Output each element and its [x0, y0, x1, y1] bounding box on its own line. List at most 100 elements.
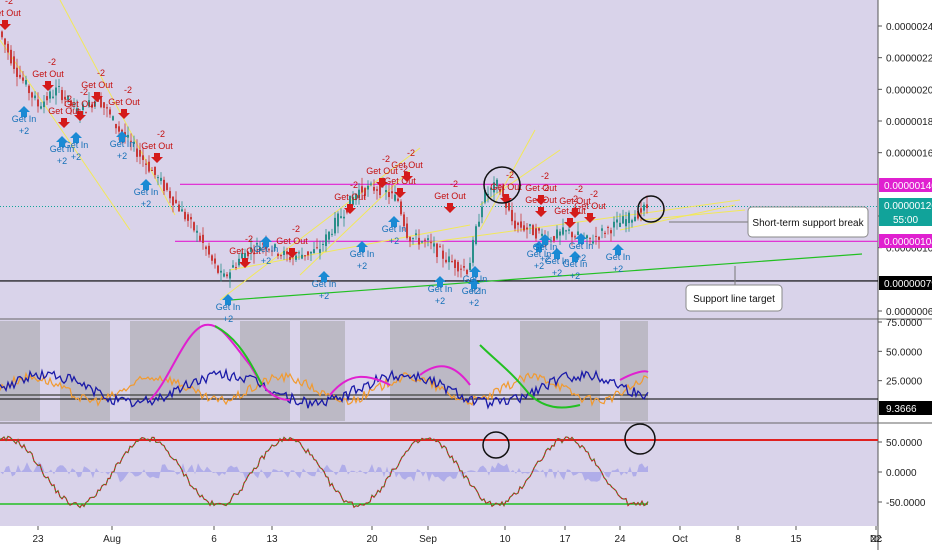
candle-body — [628, 212, 630, 224]
candle-body — [637, 211, 639, 219]
candle-body — [148, 161, 150, 172]
candle-body — [418, 237, 420, 245]
candle-body — [439, 246, 441, 248]
candle-body — [181, 209, 183, 212]
candle-body — [379, 183, 381, 196]
plus-label: +2 — [389, 236, 399, 246]
candle-body — [508, 202, 510, 211]
plus-label: +2 — [117, 151, 127, 161]
minus-label: -2 — [541, 183, 549, 193]
get-out-arrow-icon — [58, 118, 70, 128]
candle-body — [622, 216, 624, 224]
get-out-label: Get Out — [276, 236, 308, 246]
candle-body — [601, 228, 603, 231]
candle-body — [598, 236, 600, 240]
candle-body — [244, 253, 246, 261]
candle-body — [64, 96, 66, 99]
candle-body — [442, 250, 444, 259]
candle-body — [1, 31, 3, 38]
tag-79 — [879, 276, 932, 290]
candle-body — [610, 230, 612, 234]
minus-label: -2 — [590, 189, 598, 199]
get-out-arrow-icon — [569, 208, 581, 218]
candle-body — [556, 229, 558, 239]
candle-body — [175, 199, 177, 203]
candle-body — [385, 189, 387, 193]
tag-126-label: 0.00000126 — [884, 201, 932, 212]
x-tick-label: 15 — [790, 534, 802, 545]
get-in-label: Get In — [569, 241, 594, 251]
trend-line — [639, 209, 746, 221]
price-axis[interactable] — [878, 0, 932, 550]
get-in-label: Get In — [134, 187, 159, 197]
get-out-arrow-icon — [401, 172, 413, 182]
candle-body — [409, 237, 411, 242]
candle-body — [199, 235, 201, 241]
candle-body — [247, 251, 249, 257]
minus-label: -2 — [570, 194, 578, 204]
get-in-label: Get In — [64, 140, 89, 150]
candle-body — [67, 95, 69, 100]
candle-body — [460, 268, 462, 270]
get-out-label: Get Out — [525, 183, 557, 193]
plus-label: +2 — [57, 156, 67, 166]
candle-body — [595, 235, 597, 237]
candle-body — [229, 272, 231, 279]
candle-body — [13, 56, 15, 69]
x-tick-label: 22 — [870, 534, 882, 545]
plus-label: +2 — [576, 253, 586, 263]
highlight-circle — [624, 423, 656, 455]
oscillator-panel-1[interactable] — [0, 320, 878, 422]
candle-body — [532, 225, 534, 236]
candle-body — [34, 95, 36, 99]
candle-body — [445, 259, 447, 263]
get-in-arrow-icon — [356, 241, 368, 252]
candle-body — [325, 234, 327, 247]
candle-body — [271, 250, 273, 252]
candle-body — [472, 239, 474, 263]
candle-body — [490, 187, 492, 190]
candle-body — [427, 238, 429, 240]
callout-box-support-break — [747, 206, 869, 238]
shade-band — [390, 321, 470, 421]
candle-body — [613, 221, 615, 228]
get-out-label: Get Out — [64, 99, 96, 109]
candle-body — [223, 273, 225, 277]
candle-body — [643, 204, 645, 211]
candle-body — [280, 255, 282, 257]
candle-body — [43, 101, 45, 108]
time-axis[interactable] — [0, 526, 878, 550]
minus-label: -2 — [350, 180, 358, 190]
candle-body — [571, 232, 573, 238]
price-panel[interactable] — [0, 0, 878, 318]
get-in-arrow-icon — [260, 236, 272, 247]
candle-body — [310, 251, 312, 254]
osc2-tick-label: 50.0000 — [886, 438, 923, 449]
get-in-arrow-icon — [388, 216, 400, 227]
candle-body — [61, 90, 63, 101]
get-out-arrow-icon — [535, 207, 547, 217]
candle-body — [256, 243, 258, 245]
get-in-label: Get In — [110, 139, 135, 149]
callout-box-support-target — [685, 284, 783, 312]
get-out-arrow-icon — [584, 213, 596, 223]
candle-body — [535, 228, 537, 239]
get-out-label: Get Out — [334, 192, 366, 202]
candle-body — [193, 222, 195, 231]
candle-body — [169, 191, 171, 199]
get-in-arrow-icon — [140, 179, 152, 190]
candle-body — [328, 231, 330, 240]
get-out-label: Get Out — [32, 69, 64, 79]
get-in-label: Get In — [563, 259, 588, 269]
x-tick-label: 6 — [211, 534, 217, 545]
candle-body — [82, 104, 84, 110]
shade-band — [0, 321, 40, 421]
get-in-arrow-icon — [469, 266, 481, 277]
candle-body — [31, 92, 33, 98]
candle-body — [235, 267, 237, 269]
minus-label: -2 — [575, 184, 583, 194]
